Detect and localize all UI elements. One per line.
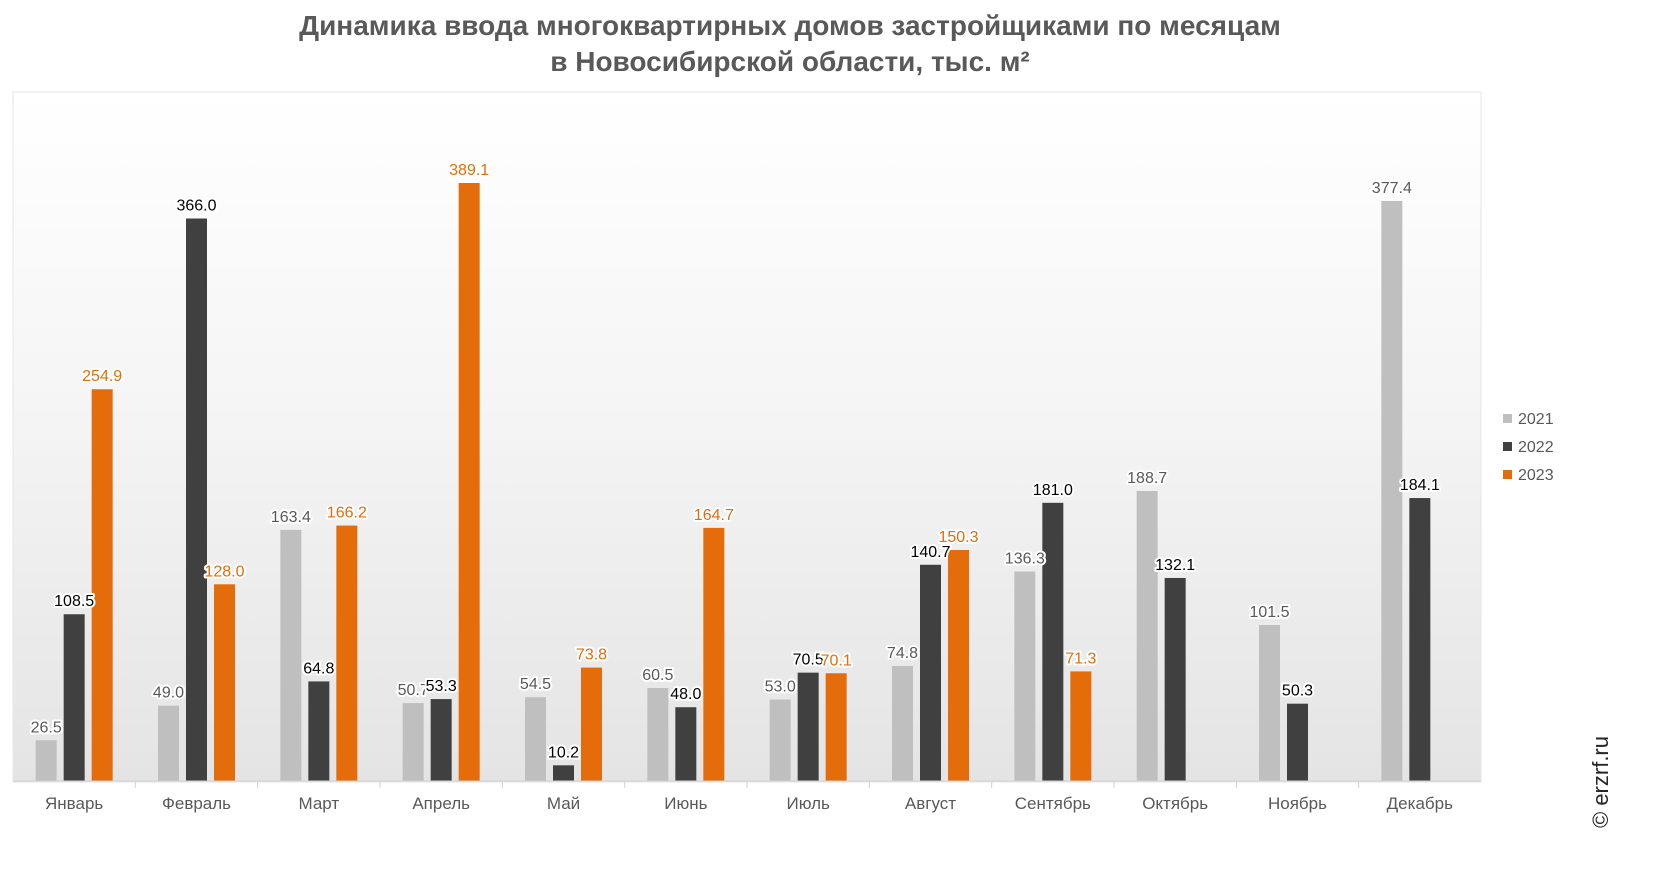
- legend-label-2023: 2023: [1518, 467, 1554, 484]
- chart-title-line1: Динамика ввода многоквартирных домов зас…: [299, 10, 1281, 41]
- data-label-2023: 73.8: [576, 647, 607, 664]
- bar-2021: [647, 688, 669, 781]
- bar-2023: [91, 389, 113, 781]
- bar-2021: [1381, 200, 1403, 781]
- bar-2023: [458, 183, 480, 781]
- bar-2023: [214, 584, 235, 781]
- bar-2022: [1287, 703, 1308, 781]
- legend-swatch-2021: [1503, 414, 1512, 423]
- bar-2021: [1014, 571, 1036, 781]
- data-label-2022: 140.7: [910, 544, 950, 561]
- data-label-2022: 53.3: [426, 678, 457, 695]
- bar-2021: [280, 529, 302, 781]
- bar-2021: [158, 705, 179, 781]
- x-tick-label: Март: [298, 794, 339, 813]
- data-label-2023: 164.7: [694, 507, 734, 524]
- bar-2023: [703, 527, 725, 781]
- data-label-2022: 64.8: [303, 660, 334, 677]
- bar-2023: [825, 673, 847, 781]
- data-label-2023: 71.3: [1065, 650, 1096, 667]
- x-tick-label: Июнь: [664, 794, 707, 813]
- bar-2022: [1409, 498, 1431, 781]
- x-tick-label: Ноябрь: [1268, 794, 1327, 813]
- x-tick-label: Февраль: [162, 794, 231, 813]
- bar-2021: [1259, 625, 1280, 781]
- x-tick-label: Апрель: [412, 794, 470, 813]
- bar-2023: [948, 550, 969, 781]
- bar-2022: [675, 707, 697, 781]
- data-label-2023: 70.1: [821, 652, 852, 669]
- bar-2023: [581, 667, 602, 781]
- bar-2021: [769, 699, 791, 781]
- x-axis: Январь Февраль Март Апрель Май Июнь Июль Август…: [13, 780, 1481, 813]
- bar-2021: [892, 666, 913, 781]
- bar-2022: [186, 218, 207, 781]
- data-label-2022: 70.5: [793, 652, 824, 669]
- data-label-2021: 54.5: [520, 676, 551, 693]
- data-label-2021: 49.0: [153, 685, 184, 702]
- bar-2021: [402, 703, 424, 781]
- bar-2022: [553, 765, 574, 781]
- data-label-2022: 10.2: [548, 744, 579, 761]
- data-label-2023: 254.9: [82, 368, 122, 385]
- bar-2022: [797, 672, 819, 781]
- data-label-2022: 181.0: [1033, 482, 1073, 499]
- bar-2022: [63, 614, 85, 781]
- data-label-2023: 389.1: [449, 162, 489, 179]
- data-label-2022: 50.3: [1282, 683, 1313, 700]
- data-label-2022: 108.5: [54, 593, 94, 610]
- x-tick-label: Май: [547, 794, 580, 813]
- legend-label-2022: 2022: [1518, 439, 1554, 456]
- x-tick-label: Январь: [45, 794, 103, 813]
- bar-2021: [525, 697, 546, 781]
- data-label-2023: 128.0: [204, 563, 244, 580]
- data-label-2021: 136.3: [1005, 551, 1045, 568]
- data-label-2021: 26.5: [31, 719, 62, 736]
- bar-2023: [1070, 671, 1092, 781]
- bar-2022: [920, 564, 941, 781]
- legend-swatch-2023: [1503, 470, 1512, 479]
- data-label-2021: 53.0: [765, 679, 796, 696]
- x-tick-label: Декабрь: [1387, 794, 1453, 813]
- data-label-2023: 166.2: [327, 505, 367, 522]
- x-tick-label: Август: [905, 794, 956, 813]
- data-label-2021: 163.4: [271, 509, 311, 526]
- bar-2022: [430, 699, 452, 781]
- data-label-2022: 132.1: [1155, 557, 1195, 574]
- data-label-2021: 50.7: [398, 682, 429, 699]
- legend: 2021 2022 2023: [1503, 411, 1554, 484]
- data-label-2022: 48.0: [670, 686, 701, 703]
- watermark: © erzrf.ru: [1588, 736, 1613, 828]
- bar-2021: [1136, 490, 1158, 781]
- labels-layer: 26.5 108.5 254.9 49.0 366.0 128.0 163.4 64.8 166…: [29, 160, 1442, 763]
- data-label-2021: 188.7: [1127, 470, 1167, 487]
- data-label-2021: 60.5: [642, 667, 673, 684]
- data-label-2021: 74.8: [887, 645, 918, 662]
- bar-2022: [308, 681, 330, 781]
- chart-title: Динамика ввода многоквартирных домов зас…: [0, 8, 1580, 80]
- legend-swatch-2022: [1503, 442, 1512, 451]
- data-label-2022: 184.1: [1400, 477, 1440, 494]
- bars-layer: [35, 183, 1431, 781]
- bar-2021: [35, 740, 57, 781]
- x-tick-label: Сентябрь: [1015, 794, 1091, 813]
- x-tick-label: Июль: [786, 794, 830, 813]
- plot-area: [12, 91, 1482, 783]
- chart-title-line2: в Новосибирской области, тыс. м²: [550, 46, 1030, 77]
- bar-2022: [1042, 502, 1064, 781]
- bar-2022: [1164, 577, 1186, 781]
- x-tick-label: Октябрь: [1142, 794, 1208, 813]
- data-label-2021: 101.5: [1249, 604, 1289, 621]
- bar-2023: [336, 525, 358, 781]
- data-label-2021: 377.4: [1372, 180, 1412, 197]
- data-label-2022: 366.0: [176, 198, 216, 215]
- data-label-2023: 150.3: [938, 529, 978, 546]
- legend-label-2021: 2021: [1518, 411, 1554, 428]
